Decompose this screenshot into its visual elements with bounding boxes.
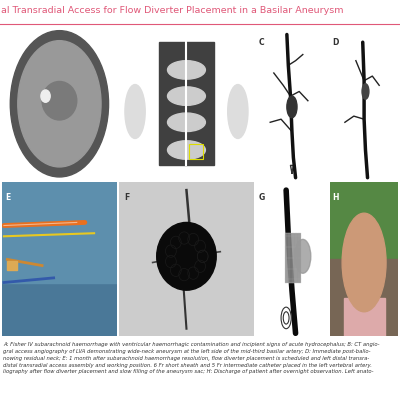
Ellipse shape [228, 84, 248, 138]
Bar [344, 298, 385, 336]
Ellipse shape [42, 82, 77, 120]
Circle shape [342, 213, 386, 312]
Ellipse shape [168, 141, 205, 159]
Circle shape [287, 96, 297, 118]
Bar [285, 233, 301, 282]
Text: A: Fisher IV subarachnoid haemorrhage with ventricular haemorrhagic contaminatio: A: Fisher IV subarachnoid haemorrhage wi… [3, 342, 379, 374]
Ellipse shape [168, 61, 205, 79]
Circle shape [362, 84, 369, 99]
Text: C: C [258, 38, 264, 46]
Circle shape [157, 222, 216, 290]
Text: F: F [124, 193, 130, 202]
Bar [189, 144, 203, 159]
Circle shape [41, 90, 50, 102]
Ellipse shape [168, 87, 205, 105]
Circle shape [295, 239, 311, 273]
Text: B: B [124, 38, 130, 46]
Bar [330, 260, 398, 336]
Ellipse shape [18, 41, 101, 167]
Bar [2, 182, 117, 282]
Ellipse shape [10, 31, 108, 177]
Text: E: E [5, 193, 10, 202]
Text: A: A [7, 38, 13, 46]
Bar [330, 182, 398, 260]
Bar [7, 261, 17, 270]
Ellipse shape [168, 113, 205, 132]
Bar [160, 42, 214, 166]
Text: D: D [332, 38, 339, 46]
Ellipse shape [125, 84, 145, 138]
Text: G: G [258, 193, 265, 202]
Text: al Transradial Access for Flow Diverter Placement in a Basilar Aneurysm: al Transradial Access for Flow Diverter … [1, 6, 343, 15]
Text: H: H [332, 193, 339, 202]
